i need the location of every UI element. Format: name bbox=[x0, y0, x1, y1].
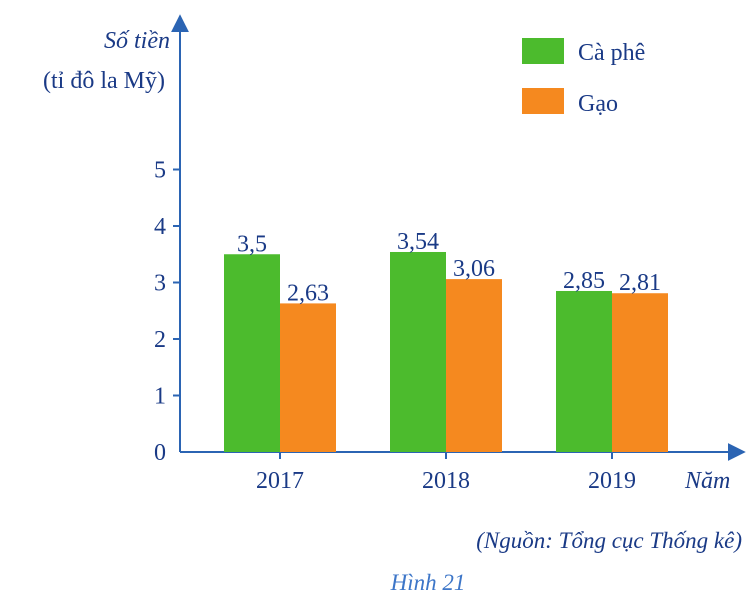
y-tick-label-1: 1 bbox=[154, 384, 166, 410]
x-tick-label-2018: 2018 bbox=[422, 468, 470, 494]
legend-label-ca-phe: Cà phê bbox=[578, 40, 645, 66]
bar-gao-2019 bbox=[612, 293, 668, 452]
y-tick-label-0: 0 bbox=[154, 440, 166, 466]
y-tick-label-3: 3 bbox=[154, 271, 166, 297]
x-tick-label-2017: 2017 bbox=[256, 468, 304, 494]
data-label-ca-phe-2017: 3,5 bbox=[237, 231, 267, 257]
legend-swatch-ca-phe bbox=[522, 38, 564, 64]
y-axis-label-line1: Số tiền bbox=[104, 28, 170, 54]
figure-caption: Hình 21 bbox=[390, 570, 466, 595]
data-label-gao-2017: 2,63 bbox=[287, 280, 329, 306]
data-label-ca-phe-2018: 3,54 bbox=[397, 229, 439, 255]
data-label-gao-2019: 2,81 bbox=[619, 270, 661, 296]
bar-gao-2017 bbox=[280, 303, 336, 452]
data-label-ca-phe-2019: 2,85 bbox=[563, 268, 605, 294]
legend-label-gao: Gạo bbox=[578, 91, 618, 117]
legend-swatch-gao bbox=[522, 88, 564, 114]
bar-ca-phe-2017 bbox=[224, 254, 280, 452]
y-tick-label-4: 4 bbox=[154, 214, 166, 240]
x-axis-label: Năm bbox=[684, 468, 730, 494]
bar-ca-phe-2018 bbox=[390, 251, 446, 452]
x-tick-label-2019: 2019 bbox=[588, 468, 636, 494]
y-axis-label-line2: (tỉ đô la Mỹ) bbox=[43, 68, 165, 94]
x-ticks: 2017 2018 2019 bbox=[256, 452, 636, 494]
bars: 3,5 2,63 3,54 3,06 2,85 2,81 bbox=[224, 229, 668, 452]
bar-gao-2018 bbox=[446, 279, 502, 452]
source-note: (Nguồn: Tổng cục Thống kê) bbox=[476, 528, 742, 553]
y-tick-label-5: 5 bbox=[154, 158, 166, 184]
y-ticks: 0 1 2 3 4 5 bbox=[154, 158, 180, 466]
y-tick-label-2: 2 bbox=[154, 327, 166, 353]
data-label-gao-2018: 3,06 bbox=[453, 256, 495, 282]
legend: Cà phê Gạo bbox=[522, 38, 645, 117]
bar-ca-phe-2019 bbox=[556, 290, 612, 452]
